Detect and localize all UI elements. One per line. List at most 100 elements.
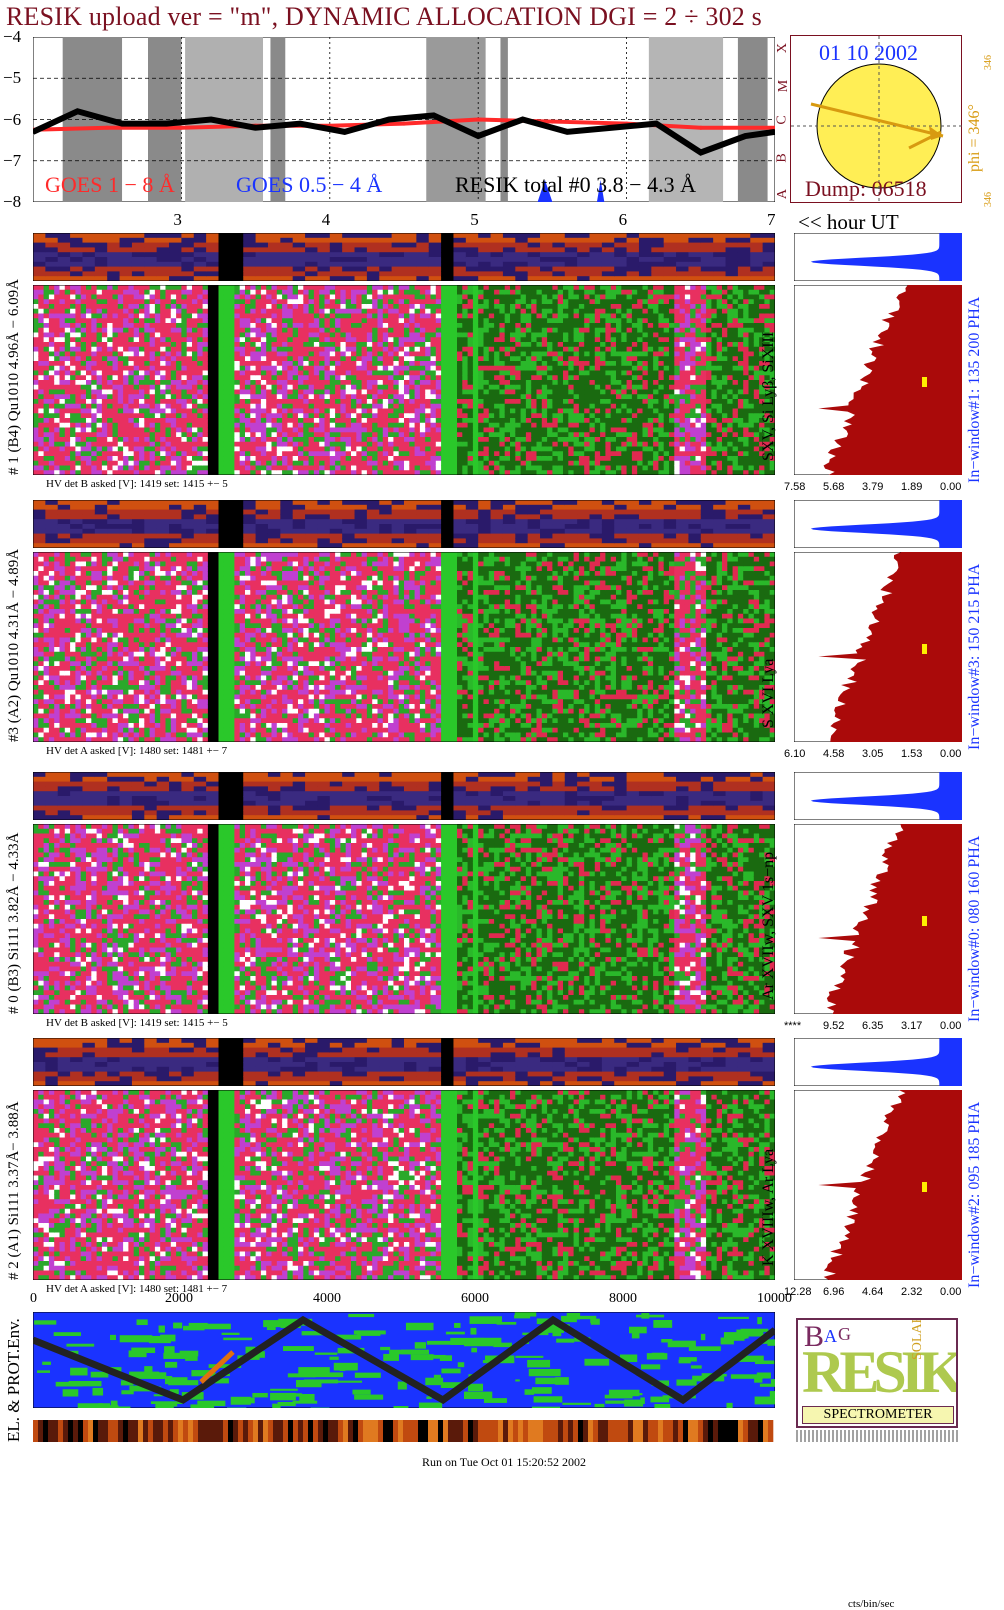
spectrum-profile [794,285,962,475]
scale-tick: 0.00 [940,481,961,493]
series-point [610,126,614,130]
scale-tick: 2.32 [901,1286,922,1298]
scale-tick: 7.58 [784,481,805,493]
window-label: In−window#0: 080 160 PHA [966,836,984,1022]
series-point [432,113,436,117]
spectrum-profile [794,1090,962,1280]
goes-class-letter: C [775,115,791,124]
window-label: In−window#2: 095 185 PHA [966,1102,984,1288]
series-point [654,122,658,126]
window-label: In−window#1: 135 200 PHA [966,297,984,483]
logo-fine-print [796,1430,958,1442]
spectrogram-3 [33,1090,775,1280]
goes-long-legend: GOES 1 − 8 Å [45,172,175,198]
scale-tick: 3.79 [862,481,883,493]
series-point [476,134,480,138]
logo-banner: SPECTROMETER [802,1406,954,1424]
panel-right-label: S XVI Lya [760,659,778,728]
series-point [521,118,525,122]
scale-tick: 1.53 [901,748,922,760]
scale-tick: **** [784,1020,801,1032]
logo-letter-a: A [824,1326,837,1347]
sun-panel: 01 10 2002 Dump: 06518 [790,35,962,203]
hour-axis-label: << hour UT [798,210,899,235]
goes-y-tick: −5 [3,68,21,88]
panel-left-label: # 1 (B4) Qu1010 4.96Å − 6.09Å [6,279,23,475]
goes-y-tick: −4 [3,27,21,47]
sample-x-tick: 2000 [165,1291,193,1307]
resik-legend: RESIK total #0 3.8 − 4.3 Å [455,172,696,198]
scale-tick: 3.05 [862,748,883,760]
resik-logo: RESIK B A G SOLAR SPECTROMETER [796,1318,958,1428]
goes-class-letter: X [775,43,791,53]
hour-tick: 4 [322,210,331,230]
hv-setting: HV det A asked [V]: 1480 set: 1481 +− 7 [46,1283,227,1295]
series-point [476,118,480,122]
sample-x-tick: 8000 [609,1291,637,1307]
phi-small-top: 346 [983,55,994,70]
scale-tick: 1.89 [901,481,922,493]
panel-right-label: SXV, Si Lyβ, SiXIII [760,332,778,461]
goes-y-tick: −6 [3,110,21,130]
series-point [699,151,703,155]
window-marker [922,1182,927,1192]
hv-setting: HV det B asked [V]: 1419 set: 1415 +− 5 [46,478,228,490]
spectrogram-2 [33,824,775,1014]
series-point [550,120,554,124]
series-point [165,122,169,126]
chart-title: RESIK upload ver = "m", DYNAMIC ALLOCATI… [6,2,762,32]
spectrum-profile [794,824,962,1014]
pha-histogram [794,1038,962,1086]
series-point [254,126,258,130]
particle-environment-plot [33,1312,775,1408]
scale-tick: 6.35 [862,1020,883,1032]
scale-tick: 0.00 [940,1286,961,1298]
hour-tick: 3 [173,210,182,230]
logo-letter-g: G [838,1324,851,1345]
sample-x-tick: 10000 [757,1291,792,1307]
series-point [565,130,569,134]
spectrum-profile [794,552,962,742]
scale-tick: 3.17 [901,1020,922,1032]
hour-tick: 5 [470,210,479,230]
window-label: In−window#3: 150 215 PHA [966,564,984,750]
logo-letter-b: B [804,1320,824,1354]
spectrogram-pha-strip [33,1038,775,1086]
hv-setting: HV det B asked [V]: 1419 set: 1415 +− 5 [46,1017,228,1029]
spectrogram-pha-strip [33,500,775,548]
series-point [105,126,109,130]
goes-y-tick: −8 [3,192,21,212]
series-point [179,126,183,130]
series-point [343,130,347,134]
series-point [699,126,703,130]
environment-strip [33,1420,775,1442]
run-timestamp: Run on Tue Oct 01 15:20:52 2002 [422,1455,586,1470]
window-marker [922,644,927,654]
hv-setting: HV det A asked [V]: 1480 set: 1481 +− 7 [46,745,227,757]
logo-letter-r: RESIK [802,1338,958,1407]
series-point [76,109,80,113]
dump-label: Dump: 06518 [805,176,927,202]
spectrogram-0 [33,285,775,475]
hour-tick: 6 [619,210,628,230]
logo-solar: SOLAR [910,1318,926,1360]
window-marker [922,916,927,926]
series-point [402,122,406,126]
scale-tick: 5.68 [823,481,844,493]
pha-histogram [794,500,962,548]
goes-class-letter: A [775,189,791,199]
sample-x-tick: 4000 [313,1291,341,1307]
series-point [298,122,302,126]
sun-date: 01 10 2002 [819,40,918,66]
sample-x-tick: 6000 [461,1291,489,1307]
scale-tick: 9.52 [823,1020,844,1032]
scale-tick: 6.10 [784,748,805,760]
panel-left-label: #3 (A2) Qu1010 4.31Å − 4.89Å [6,549,23,742]
spectrogram-pha-strip [33,772,775,820]
hour-tick: 7 [767,210,776,230]
spectrogram-pha-strip [33,233,775,281]
cts-label: cts/bin/sec [848,1598,894,1610]
scale-tick: 0.00 [940,748,961,760]
pha-histogram [794,233,962,281]
env-label: EL. & PROT.Env. [4,1318,24,1442]
